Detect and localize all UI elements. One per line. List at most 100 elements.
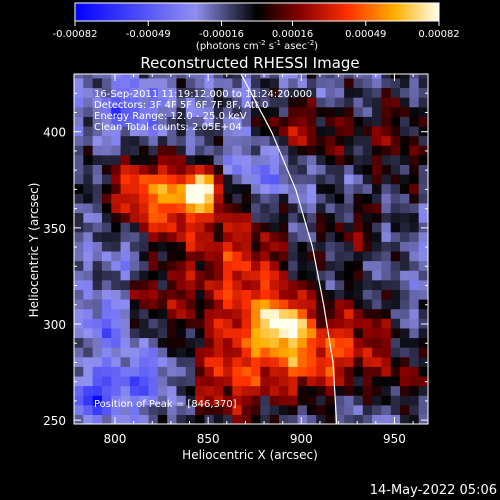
heatmap-pixel (92, 404, 103, 415)
heatmap-pixel (390, 414, 401, 424)
heatmap-pixel (83, 327, 94, 339)
heatmap-pixel (232, 299, 243, 310)
heatmap-pixel (195, 270, 206, 281)
heatmap-pixel (297, 116, 308, 127)
heatmap-pixel (101, 270, 112, 281)
heatmap-pixel (297, 106, 308, 117)
heatmap-pixel (362, 154, 373, 165)
heatmap-pixel (195, 212, 206, 223)
heatmap-pixel (167, 337, 178, 348)
heatmap-pixel (167, 87, 178, 98)
heatmap-pixel (176, 414, 187, 424)
heatmap-pixel (213, 279, 224, 290)
heatmap-pixel (223, 154, 233, 165)
heatmap-pixel (278, 145, 289, 156)
heatmap-pixel (139, 356, 150, 367)
heatmap-pixel (325, 222, 336, 233)
heatmap-pixel (83, 77, 94, 89)
heatmap-pixel (344, 74, 355, 79)
heatmap-pixel (74, 414, 84, 424)
heatmap-pixel (353, 135, 364, 146)
heatmap-pixel (372, 116, 383, 127)
x-tick-label: 950 (383, 432, 406, 446)
heatmap-pixel (278, 356, 289, 367)
heatmap-pixel (241, 145, 252, 156)
heatmap-pixel (306, 77, 317, 89)
heatmap-pixel (260, 74, 271, 79)
heatmap-pixel (185, 231, 196, 242)
heatmap-pixel (129, 106, 140, 117)
heatmap-pixel (241, 375, 252, 387)
render-timestamp: 14-May-2022 05:06 (370, 483, 497, 498)
heatmap-pixel (325, 154, 336, 165)
heatmap-pixel (120, 174, 131, 185)
heatmap-pixel (418, 260, 428, 271)
heatmap-pixel (297, 366, 308, 377)
heatmap-pixel (213, 308, 224, 319)
heatmap-pixel (353, 241, 364, 252)
heatmap-pixel (297, 250, 308, 262)
heatmap-pixel (278, 318, 289, 329)
heatmap-pixel (418, 97, 428, 108)
heatmap-pixel (409, 270, 420, 281)
heatmap-pixel (139, 395, 150, 406)
heatmap-pixel (381, 395, 392, 406)
heatmap-pixel (129, 385, 140, 396)
heatmap-pixel (269, 77, 280, 89)
heatmap-pixel (120, 327, 131, 339)
heatmap-pixel (92, 395, 103, 406)
heatmap-pixel (353, 183, 364, 194)
heatmap-pixel (204, 174, 215, 185)
heatmap-pixel (101, 337, 112, 348)
heatmap-pixel (381, 279, 392, 290)
heatmap-pixel (176, 270, 187, 281)
heatmap-pixel (74, 250, 84, 262)
heatmap-pixel (344, 347, 355, 358)
y-axis-label: Heliocentric Y (arcsec) (27, 183, 41, 318)
heatmap-pixel (204, 375, 215, 387)
heatmap-pixel (148, 414, 159, 424)
heatmap-pixel (297, 385, 308, 396)
heatmap-pixel (111, 337, 122, 348)
heatmap-pixel (101, 308, 112, 319)
heatmap-pixel (306, 250, 317, 262)
heatmap-pixel (306, 260, 317, 271)
heatmap-pixel (176, 183, 187, 194)
heatmap-pixel (129, 222, 140, 233)
heatmap-pixel (316, 279, 327, 290)
heatmap-pixel (353, 299, 364, 310)
heatmap-pixel (213, 87, 224, 98)
heatmap-pixel (111, 145, 122, 156)
heatmap-pixel (223, 279, 233, 290)
heatmap-pixel (344, 241, 355, 252)
heatmap-pixel (92, 318, 103, 329)
heatmap-pixel (269, 414, 280, 424)
heatmap-pixel (232, 308, 243, 319)
heatmap-pixel (353, 87, 364, 98)
heatmap-pixel (251, 116, 261, 127)
heatmap-pixel (278, 279, 289, 290)
heatmap-pixel (92, 250, 103, 262)
heatmap-pixel (381, 308, 392, 319)
heatmap-pixel (204, 327, 215, 339)
heatmap-pixel (260, 183, 271, 194)
heatmap-pixel (260, 299, 271, 310)
heatmap-pixel (74, 135, 84, 146)
heatmap-pixel (139, 174, 150, 185)
heatmap-pixel (223, 385, 233, 396)
heatmap-pixel (269, 356, 280, 367)
heatmap-pixel (176, 366, 187, 377)
heatmap-pixel (74, 231, 84, 242)
heatmap-pixel (251, 241, 261, 252)
heatmap-pixel (372, 106, 383, 117)
heatmap-pixel (129, 299, 140, 310)
heatmap-pixel (195, 74, 206, 79)
heatmap-pixel (288, 212, 299, 223)
heatmap-pixel (120, 77, 131, 89)
heatmap-pixel (344, 135, 355, 146)
heatmap-pixel (241, 174, 252, 185)
heatmap-pixel (278, 231, 289, 242)
heatmap-pixel (232, 375, 243, 387)
heatmap-pixel (418, 327, 428, 339)
heatmap-pixel (288, 395, 299, 406)
